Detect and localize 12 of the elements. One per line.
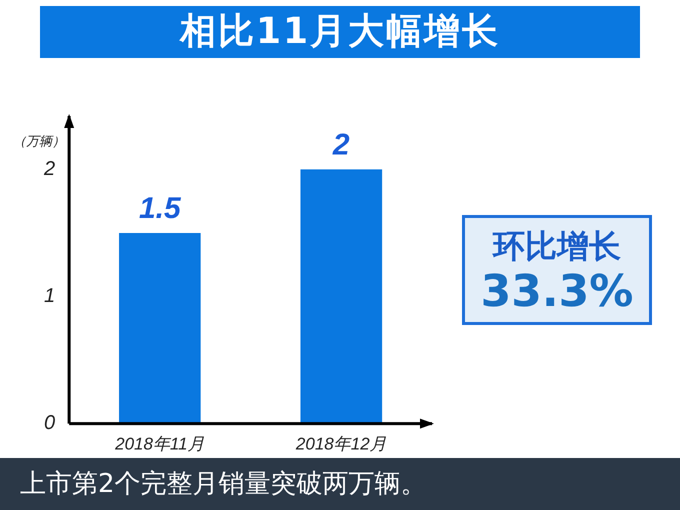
y-tick-label: 1 [44,285,56,308]
chart-title: 相比11月大幅增长 [40,6,640,58]
text: 33.3% [480,266,634,318]
x-tick-label: 2018年12月 [294,434,387,454]
y-tick-label: 2 [43,158,56,180]
data-label: 2 [332,128,350,162]
x-tick-label: 2018年11月 [114,434,205,454]
data-label: 1.5 [138,192,182,226]
text: 环比增长 [491,226,622,266]
y-axis-title: （万辆） [13,134,66,150]
y-tick-label: 0 [44,412,56,434]
text: 上市第2个完整月销量突破两万辆。 [0,458,680,510]
